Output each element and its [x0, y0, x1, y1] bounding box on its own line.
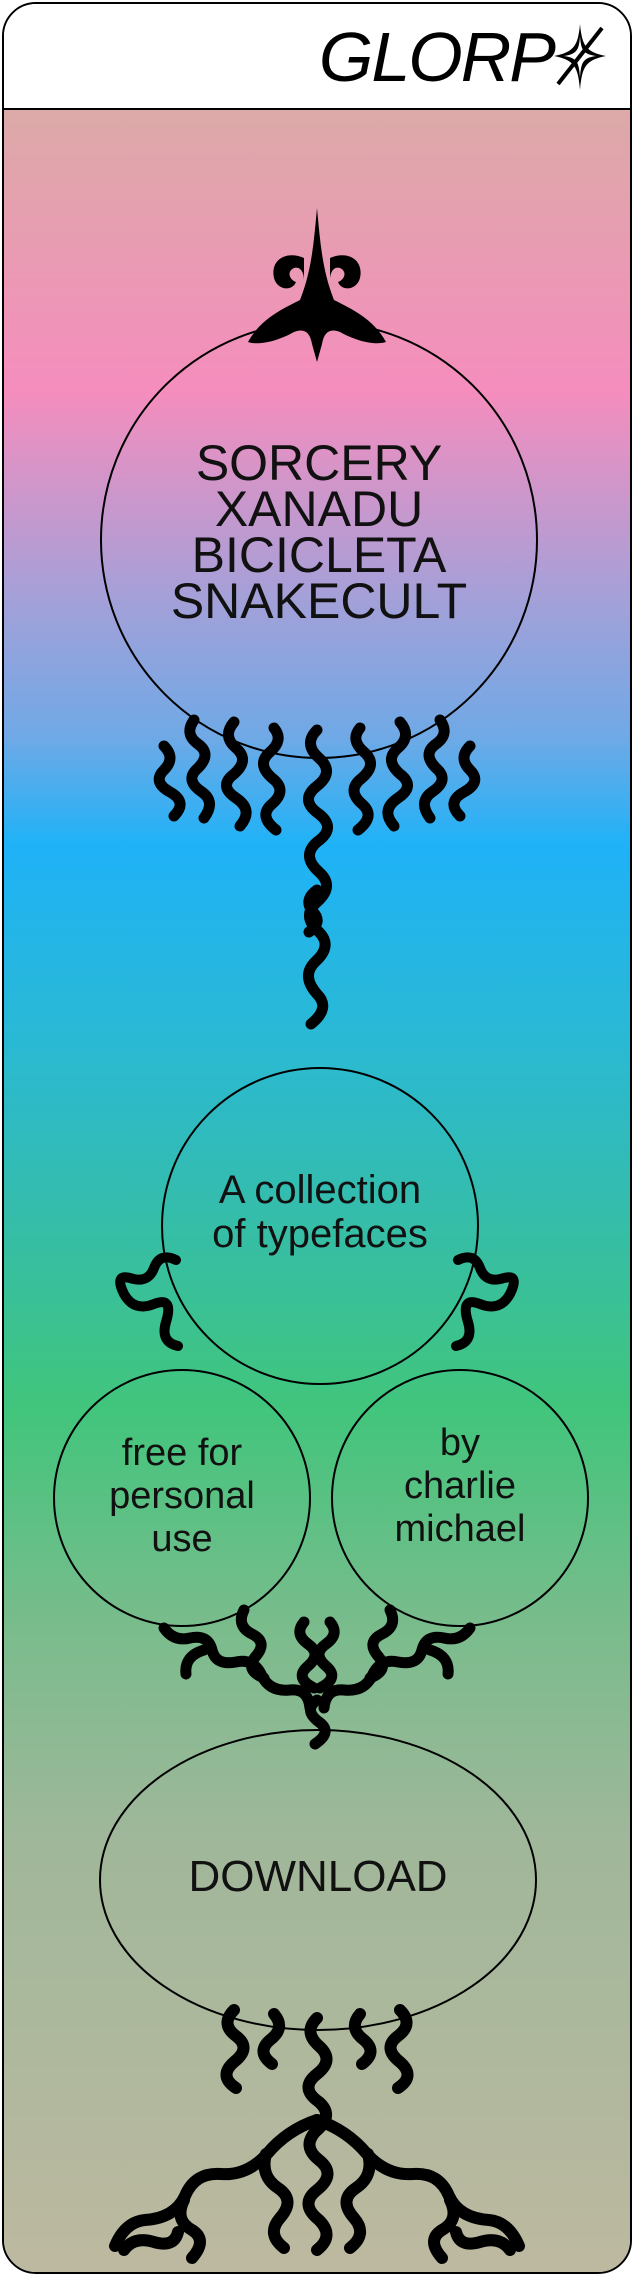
logo-text: GLORP: [318, 18, 556, 96]
author-link[interactable]: michael: [394, 1508, 526, 1550]
roots-ornament-bottom: [109, 2004, 525, 2264]
typeface-name[interactable]: XANADU: [214, 481, 424, 537]
license-line: personal: [109, 1475, 255, 1517]
crown-ornament-icon: [248, 208, 386, 362]
typeface-list: SORCERY XANADU BICICLETA SNAKECULT: [119, 435, 519, 629]
title-bubble: [100, 321, 538, 759]
roots-ornament-lower: [158, 1604, 476, 1750]
author-bubble: [331, 1369, 589, 1627]
main-content: SORCERY XANADU BICICLETA SNAKECULT A col…: [4, 110, 630, 2272]
sparkle-icon: [554, 24, 606, 90]
description-line: A collection: [218, 1168, 422, 1212]
site-header: GLORP: [4, 4, 630, 110]
site-logo[interactable]: GLORP: [319, 12, 608, 102]
license-bubble: [53, 1369, 311, 1627]
author-line: by: [439, 1422, 481, 1464]
typeface-name[interactable]: SNAKECULT: [170, 573, 468, 629]
download-button-shape[interactable]: [99, 1729, 537, 2031]
vine-ornament: [115, 1252, 519, 1351]
author-text: by charlie michael: [350, 1422, 570, 1551]
description-line: of typefaces: [212, 1212, 428, 1256]
typeface-name[interactable]: BICICLETA: [191, 527, 447, 583]
author-link[interactable]: charlie: [404, 1465, 516, 1507]
typeface-name[interactable]: SORCERY: [195, 435, 443, 491]
license-text: free for personal use: [72, 1432, 292, 1561]
download-label: DOWNLOAD: [188, 1852, 448, 1901]
description-bubble: [161, 1067, 479, 1385]
license-line: free for: [121, 1432, 243, 1474]
description-text: A collection of typefaces: [180, 1168, 460, 1256]
roots-ornament: [153, 714, 481, 1030]
license-line: use: [151, 1518, 213, 1560]
ornament-art: [53, 208, 589, 2264]
download-button[interactable]: DOWNLOAD: [118, 1852, 518, 1902]
